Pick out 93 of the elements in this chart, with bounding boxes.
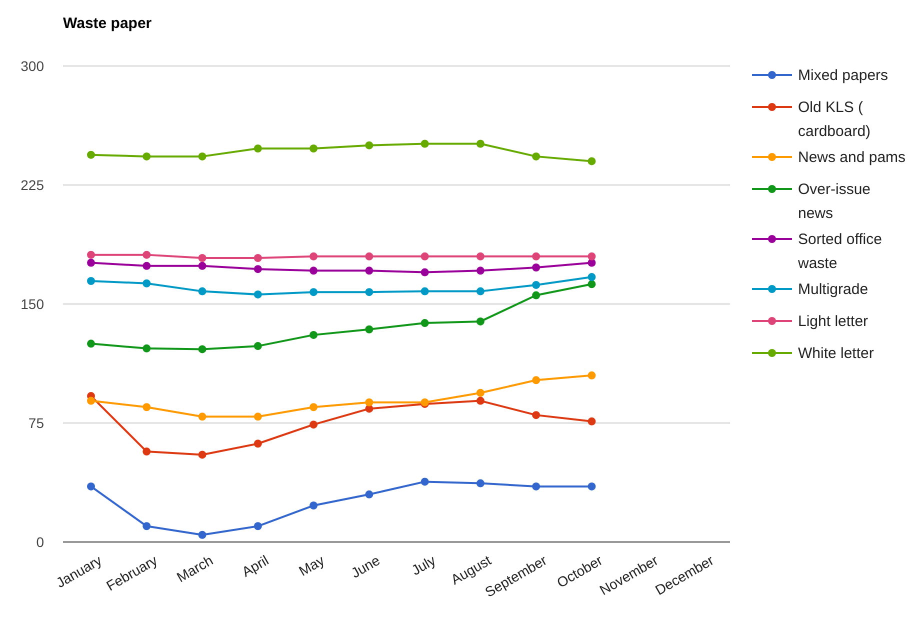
- point: [142, 522, 151, 530]
- point: [532, 376, 540, 384]
- point: [310, 502, 318, 510]
- point: [310, 252, 318, 260]
- legend-label: News and pams: [798, 149, 906, 166]
- x-tick-label: May: [296, 552, 327, 580]
- point: [532, 152, 540, 160]
- point: [310, 288, 318, 296]
- point: [254, 290, 262, 298]
- legend-label: Over-issue news: [798, 181, 871, 222]
- point: [310, 403, 318, 412]
- point: [476, 388, 484, 397]
- point: [254, 342, 262, 350]
- point: [588, 417, 596, 426]
- point: [254, 265, 262, 274]
- point: [420, 140, 429, 148]
- point: [476, 479, 484, 488]
- point: [142, 262, 151, 270]
- y-tick-label: 150: [20, 296, 44, 312]
- point: [365, 325, 374, 334]
- point: [532, 280, 540, 289]
- y-tick-label: 300: [20, 58, 44, 74]
- point: [87, 258, 95, 267]
- point: [198, 287, 206, 296]
- point: [310, 420, 318, 429]
- y-tick-label: 225: [20, 177, 44, 193]
- point: [420, 287, 429, 296]
- x-tick-label: June: [348, 552, 383, 581]
- point: [87, 340, 95, 348]
- point: [420, 252, 429, 260]
- point: [476, 396, 484, 405]
- point: [310, 266, 318, 275]
- point: [365, 266, 374, 275]
- point: [310, 144, 318, 153]
- y-tick-label: 0: [36, 534, 44, 550]
- point: [365, 252, 374, 260]
- point: [254, 254, 262, 262]
- legend-label: White letter: [798, 345, 874, 362]
- point: [142, 152, 151, 160]
- point: [476, 140, 484, 148]
- point: [254, 144, 262, 153]
- point: [87, 276, 95, 285]
- point: [476, 252, 484, 260]
- legend-label: Multigrade: [798, 281, 868, 298]
- legend-label: Sorted office waste: [797, 231, 882, 272]
- point: [254, 412, 262, 421]
- point: [87, 250, 95, 259]
- point: [588, 157, 596, 166]
- point: [310, 330, 318, 339]
- point: [254, 440, 262, 448]
- point: [87, 482, 95, 490]
- point: [532, 264, 540, 272]
- point: [532, 291, 540, 300]
- point: [588, 482, 596, 490]
- point: [254, 522, 262, 530]
- point: [142, 448, 151, 456]
- point: [142, 250, 151, 259]
- point: [87, 150, 95, 159]
- point: [532, 411, 540, 420]
- legend-label: Mixed papers: [798, 67, 888, 84]
- point: [365, 141, 374, 150]
- point: [588, 273, 596, 282]
- point: [532, 482, 540, 490]
- point: [142, 403, 151, 412]
- point: [198, 254, 206, 262]
- point: [142, 279, 151, 288]
- point: [476, 287, 484, 296]
- x-tick-label: April: [239, 552, 272, 580]
- legend-label: Old KLS ( cardboard): [798, 99, 871, 140]
- point: [365, 490, 374, 498]
- point: [198, 530, 206, 539]
- point: [476, 317, 484, 326]
- legend-label: Light letter: [798, 313, 868, 330]
- point: [365, 398, 374, 406]
- point: [532, 252, 540, 260]
- point: [588, 280, 596, 288]
- point: [420, 478, 429, 486]
- point: [420, 319, 429, 328]
- point: [476, 266, 484, 275]
- y-tick-label: 75: [28, 415, 44, 431]
- chart-title: Waste paper: [63, 15, 152, 32]
- point: [198, 262, 206, 270]
- point: [420, 268, 429, 276]
- point: [588, 252, 596, 260]
- point: [198, 450, 206, 459]
- point: [87, 396, 95, 405]
- point: [142, 344, 151, 352]
- point: [198, 152, 206, 160]
- point: [588, 371, 596, 380]
- point: [198, 345, 206, 354]
- point: [365, 288, 374, 296]
- x-tick-label: July: [408, 552, 438, 578]
- point: [198, 412, 206, 421]
